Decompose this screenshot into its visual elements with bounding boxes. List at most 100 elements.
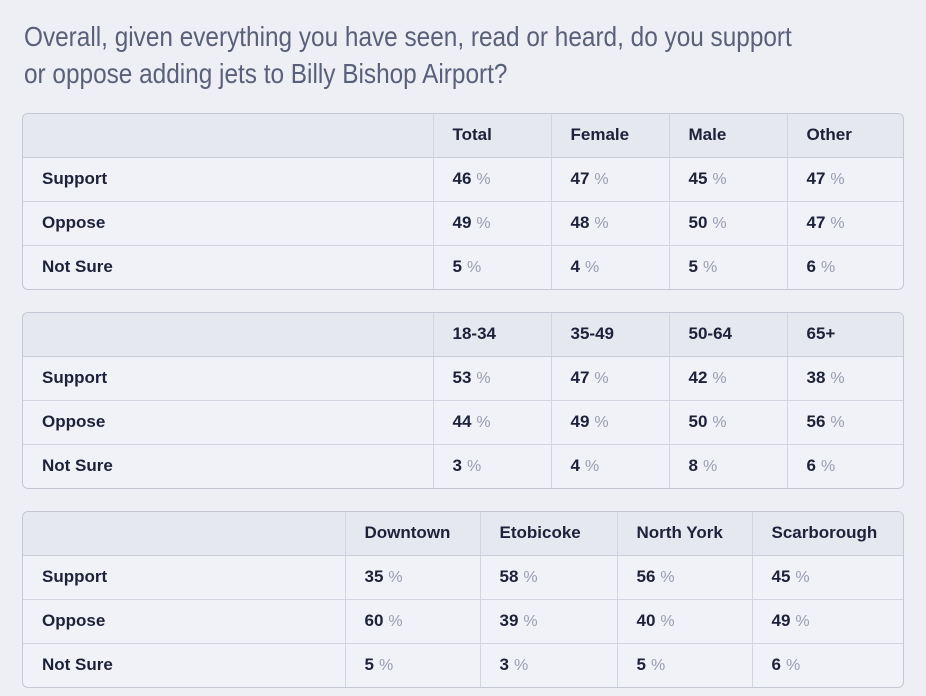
value-number: 48 bbox=[570, 213, 590, 232]
row-label: Not Sure bbox=[42, 257, 113, 277]
value-cell: 49% bbox=[550, 400, 669, 445]
row-label: Not Sure bbox=[42, 456, 113, 476]
percent-sign: % bbox=[830, 414, 845, 431]
value-cell: 53% bbox=[432, 356, 551, 401]
results-table-region: Downtown Etobicoke North York Scarboroug… bbox=[22, 511, 904, 688]
percent-sign: % bbox=[523, 569, 538, 586]
percent-sign: % bbox=[785, 657, 801, 675]
percent-sign: % bbox=[795, 613, 810, 630]
value-cell: 6% bbox=[786, 245, 903, 289]
value-number: 49 bbox=[570, 412, 590, 431]
header-cell: Female bbox=[550, 114, 669, 158]
value-cell: 45% bbox=[751, 555, 903, 600]
value-cell: 48% bbox=[550, 201, 669, 246]
percent-sign: % bbox=[388, 569, 403, 586]
value-cell: 44% bbox=[432, 400, 551, 445]
value-cell: 47% bbox=[786, 157, 903, 202]
row-label: Oppose bbox=[23, 599, 345, 644]
table-row: Oppose 49% 48% 50% 47% bbox=[23, 201, 903, 246]
value-cell: 49% bbox=[751, 599, 903, 644]
header-cell: Male bbox=[668, 114, 787, 158]
percent-sign: % bbox=[712, 171, 727, 188]
value-cell: 47% bbox=[550, 157, 669, 202]
value-cell: 40% bbox=[616, 599, 752, 644]
header-cell: North York bbox=[616, 512, 752, 556]
header-cell: Downtown bbox=[344, 512, 480, 556]
percent-sign: % bbox=[702, 259, 718, 277]
header-cell-blank bbox=[23, 313, 433, 357]
row-label: Not Sure bbox=[42, 655, 113, 675]
row-label: Oppose bbox=[23, 400, 433, 445]
results-table-gender: Total Female Male Other Support 46% 47% … bbox=[22, 113, 904, 290]
value-number: 4 bbox=[570, 257, 580, 277]
row-label: Support bbox=[23, 157, 433, 202]
value-number: 47 bbox=[806, 213, 826, 232]
value-number: 47 bbox=[806, 169, 826, 188]
percent-sign: % bbox=[830, 215, 845, 232]
percent-sign: % bbox=[476, 370, 491, 387]
table-row: Oppose 44% 49% 50% 56% bbox=[23, 400, 903, 445]
header-cell: 18-34 bbox=[432, 313, 551, 357]
value-cell: 60% bbox=[344, 599, 480, 644]
percent-sign: % bbox=[712, 370, 727, 387]
percent-sign: % bbox=[795, 569, 810, 586]
value-cell: 42% bbox=[668, 356, 787, 401]
table-row: Oppose 60% 39% 40% 49% bbox=[23, 599, 903, 644]
value-number: 44 bbox=[452, 412, 472, 431]
value-cell: 56% bbox=[786, 400, 903, 445]
value-cell: 49% bbox=[432, 201, 551, 246]
percent-sign: % bbox=[830, 370, 845, 387]
value-number: 6 bbox=[806, 456, 816, 476]
header-cell: 35-49 bbox=[550, 313, 669, 357]
percent-sign: % bbox=[466, 259, 482, 277]
value-number: 45 bbox=[688, 169, 708, 188]
header-cell: Total bbox=[432, 114, 551, 158]
value-cell: 50% bbox=[668, 201, 787, 246]
value-number: 49 bbox=[452, 213, 472, 232]
table-header-row: Downtown Etobicoke North York Scarboroug… bbox=[23, 512, 903, 556]
value-cell: 3% bbox=[432, 444, 551, 488]
value-number: 60 bbox=[364, 611, 384, 630]
value-cell: 47% bbox=[786, 201, 903, 246]
header-cell: 65+ bbox=[786, 313, 903, 357]
value-number: 38 bbox=[806, 368, 826, 387]
table-row: Support 46% 47% 45% 47% bbox=[23, 157, 903, 202]
value-number: 8 bbox=[688, 456, 698, 476]
value-cell: 56% bbox=[616, 555, 752, 600]
percent-sign: % bbox=[650, 657, 666, 675]
value-number: 5 bbox=[688, 257, 698, 277]
percent-sign: % bbox=[660, 569, 675, 586]
percent-sign: % bbox=[476, 171, 491, 188]
value-cell: 4% bbox=[550, 245, 669, 289]
percent-sign: % bbox=[523, 613, 538, 630]
value-cell: 5% bbox=[616, 643, 752, 687]
percent-sign: % bbox=[830, 171, 845, 188]
header-cell-blank bbox=[23, 114, 433, 158]
header-cell: Other bbox=[786, 114, 903, 158]
percent-sign: % bbox=[584, 458, 600, 476]
value-number: 5 bbox=[636, 655, 646, 675]
table-row: Not Sure 5% 4% 5% 6% bbox=[23, 245, 903, 289]
value-cell: 38% bbox=[786, 356, 903, 401]
percent-sign: % bbox=[388, 613, 403, 630]
value-number: 5 bbox=[364, 655, 374, 675]
percent-sign: % bbox=[820, 259, 836, 277]
value-number: 49 bbox=[771, 611, 791, 630]
value-number: 39 bbox=[499, 611, 519, 630]
value-cell: 5% bbox=[344, 643, 480, 687]
percent-sign: % bbox=[660, 613, 675, 630]
table-header-row: Total Female Male Other bbox=[23, 114, 903, 158]
table: Downtown Etobicoke North York Scarboroug… bbox=[23, 512, 903, 687]
value-cell: 39% bbox=[479, 599, 617, 644]
value-cell: 5% bbox=[668, 245, 787, 289]
value-number: 47 bbox=[570, 169, 590, 188]
value-cell: 58% bbox=[479, 555, 617, 600]
value-number: 3 bbox=[452, 456, 462, 476]
header-cell: Scarborough bbox=[751, 512, 903, 556]
percent-sign: % bbox=[594, 370, 609, 387]
value-cell: 46% bbox=[432, 157, 551, 202]
table-row: Support 53% 47% 42% 38% bbox=[23, 356, 903, 401]
percent-sign: % bbox=[378, 657, 394, 675]
value-number: 6 bbox=[806, 257, 816, 277]
